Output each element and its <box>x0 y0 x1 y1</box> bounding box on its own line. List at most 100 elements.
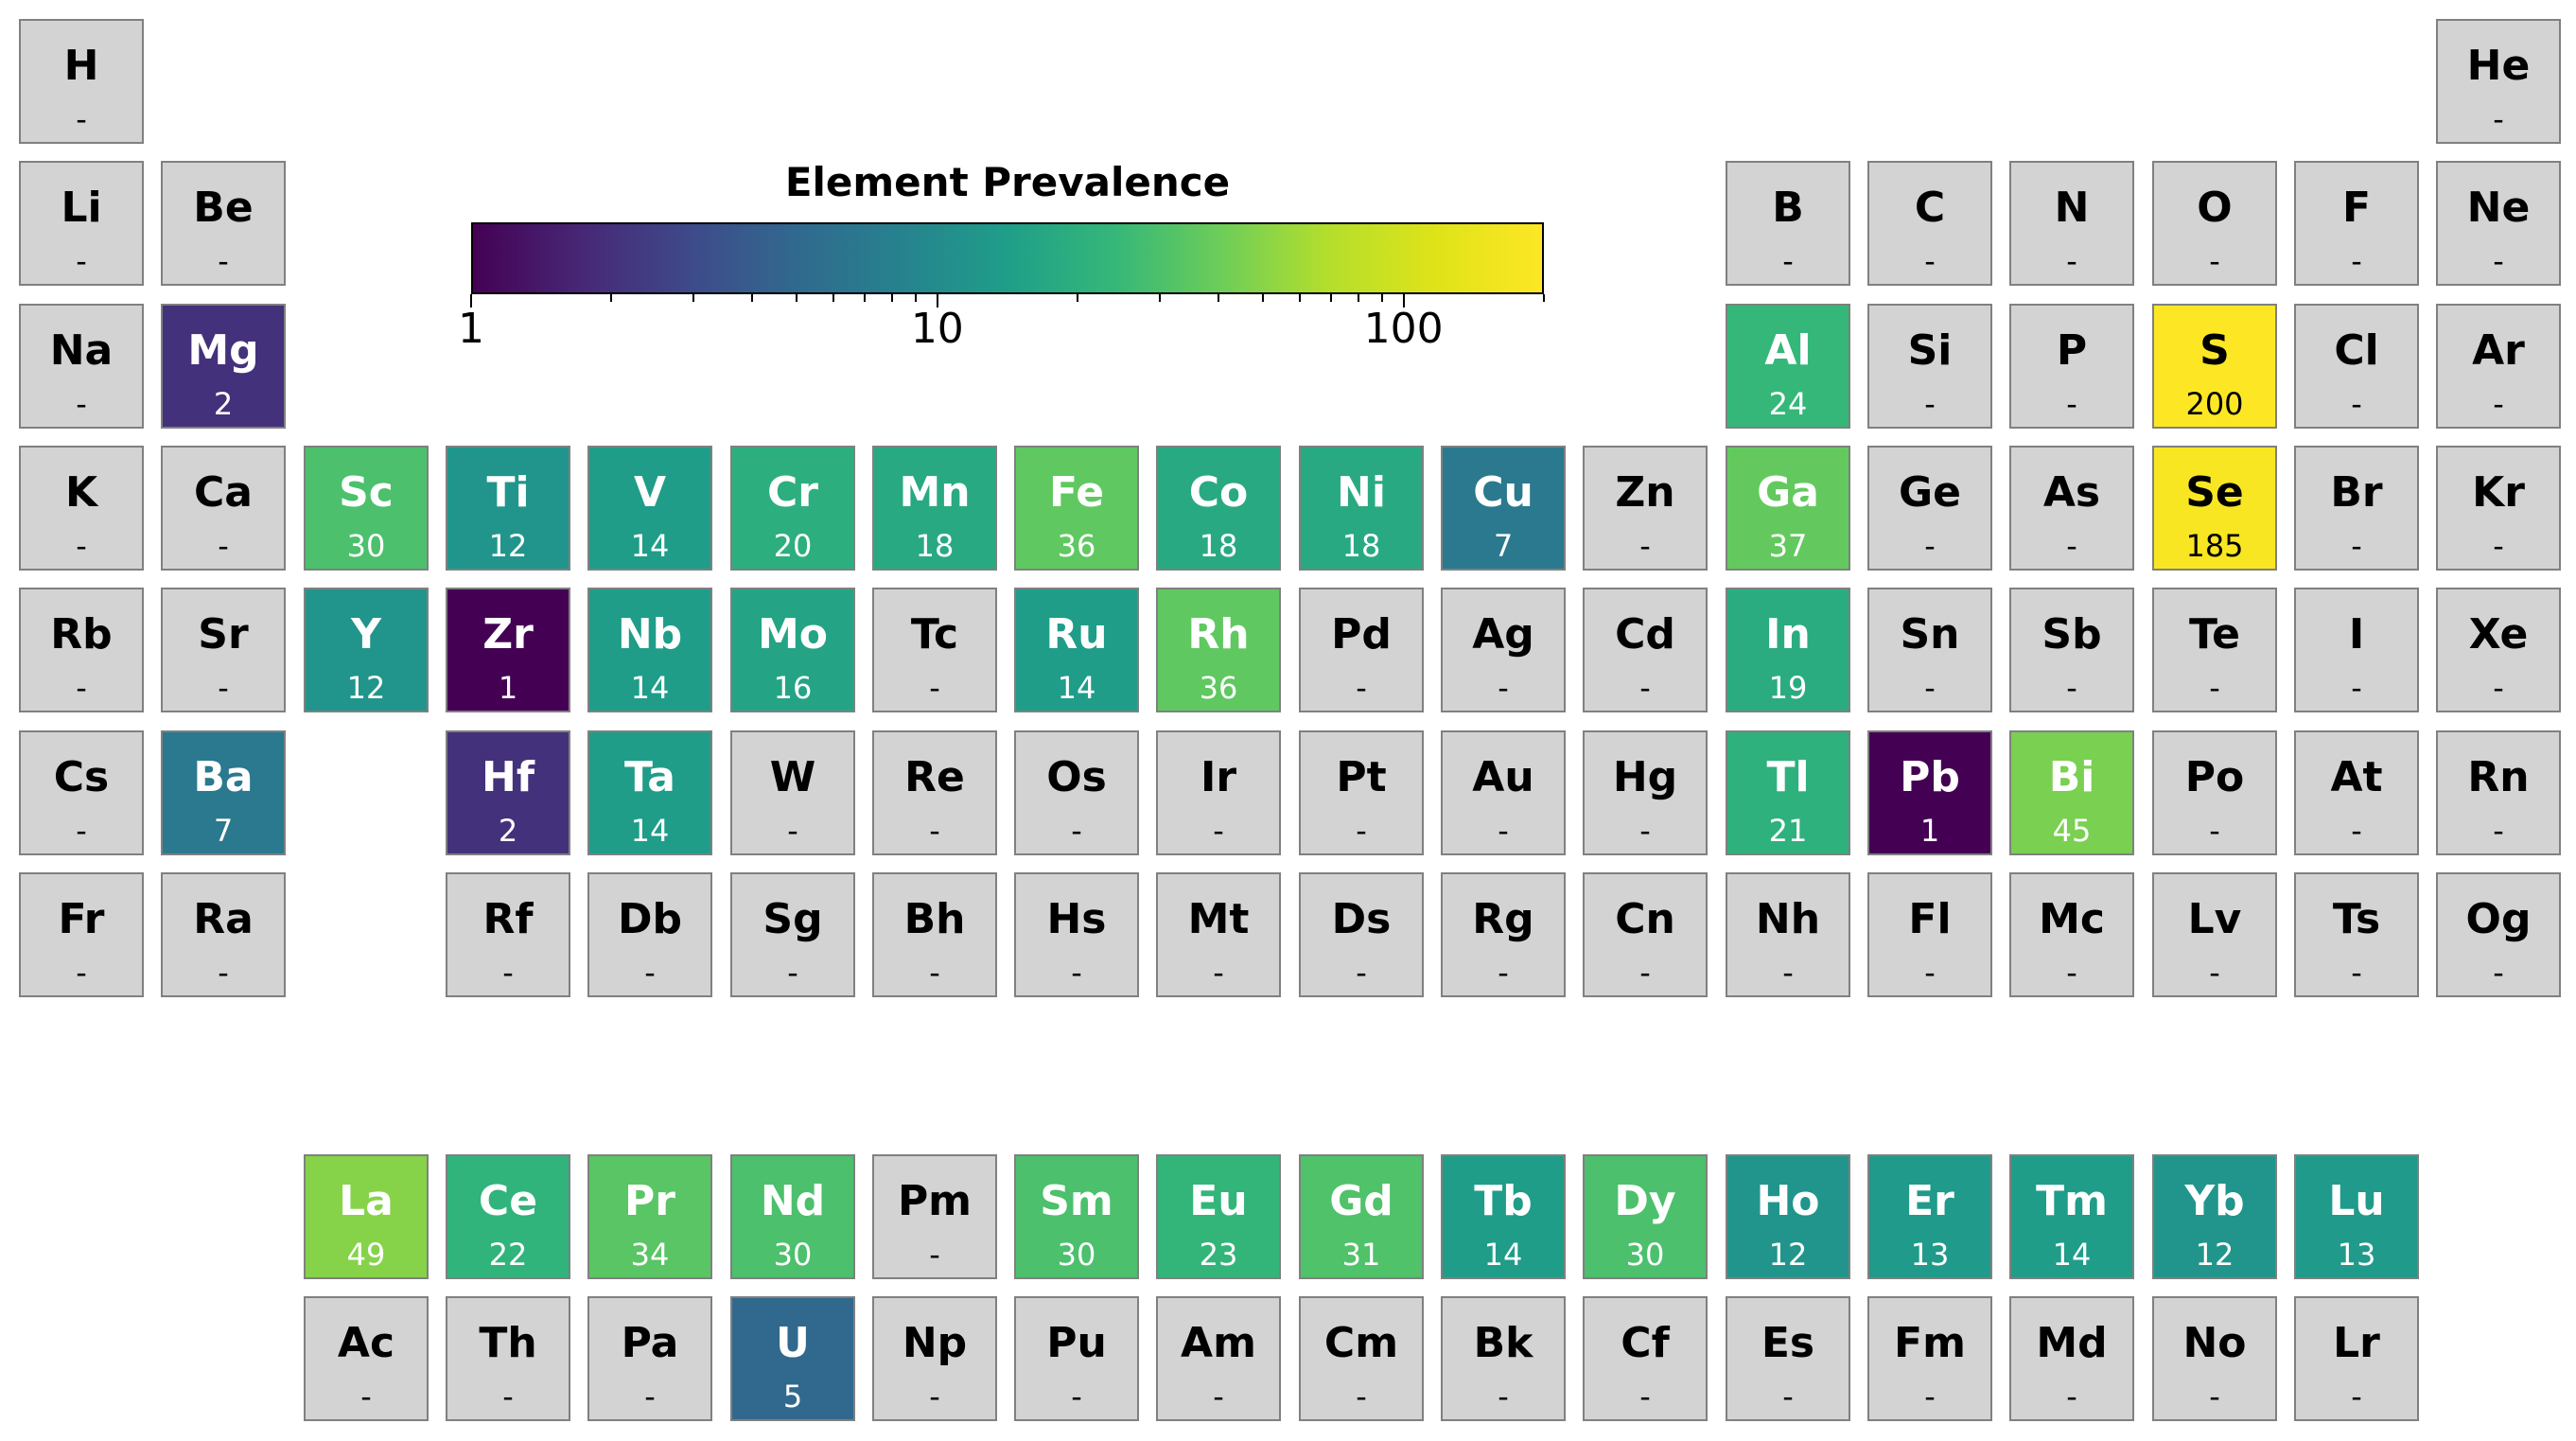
element-symbol: Rb <box>50 610 113 659</box>
element-cell-la: La 49 <box>304 1154 429 1279</box>
element-cell-pr: Pr 34 <box>587 1154 712 1279</box>
element-cell-pa: Pa - <box>587 1296 712 1421</box>
element-cell-se: Se 185 <box>2152 446 2277 571</box>
element-value: 14 <box>630 813 670 849</box>
element-value: - <box>1498 813 1509 849</box>
element-cell-pb: Pb 1 <box>1867 730 1992 855</box>
element-symbol: V <box>633 468 667 517</box>
element-cell-pm: Pm - <box>872 1154 997 1279</box>
element-symbol: Np <box>902 1319 968 1367</box>
element-symbol: At <box>2330 753 2383 801</box>
element-symbol: Pu <box>1046 1319 1107 1367</box>
element-cell-md: Md - <box>2009 1296 2134 1421</box>
element-symbol: Og <box>2465 895 2532 943</box>
colorbar-minor-tick <box>891 294 894 302</box>
element-symbol: Pb <box>1900 753 1960 801</box>
element-cell-bh: Bh - <box>872 872 997 997</box>
element-cell-ar: Ar - <box>2436 304 2561 429</box>
element-cell-c: C- <box>1867 161 1992 286</box>
element-cell-na: Na - <box>19 304 144 429</box>
element-value: 16 <box>773 670 813 706</box>
element-symbol: Pt <box>1336 753 1387 801</box>
element-symbol: Mo <box>757 610 828 659</box>
element-value: - <box>76 955 87 991</box>
element-symbol: Mc <box>2039 895 2105 943</box>
element-value: - <box>787 955 798 991</box>
element-cell-i: I- <box>2294 588 2419 712</box>
colorbar-minor-tick <box>1330 294 1333 302</box>
element-value: - <box>929 955 940 991</box>
element-value: - <box>2066 670 2077 706</box>
element-symbol: Mt <box>1187 895 1250 943</box>
element-value: 30 <box>773 1237 813 1273</box>
element-symbol: Cr <box>767 468 818 517</box>
colorbar-major-tick <box>470 294 472 308</box>
element-symbol: Te <box>2188 610 2240 659</box>
element-value: 12 <box>488 528 528 564</box>
element-value: - <box>1924 243 1936 279</box>
element-cell-ds: Ds - <box>1299 872 1424 997</box>
element-cell-tm: Tm 14 <box>2009 1154 2134 1279</box>
colorbar-minor-tick <box>832 294 835 302</box>
element-value: - <box>2351 1379 2362 1415</box>
element-cell-rn: Rn - <box>2436 730 2561 855</box>
element-value: - <box>929 670 940 706</box>
element-cell-rb: Rb - <box>19 588 144 712</box>
element-symbol: Am <box>1181 1319 1256 1367</box>
element-cell-in: In 19 <box>1726 588 1850 712</box>
element-cell-b: B- <box>1726 161 1850 286</box>
element-value: 14 <box>630 670 670 706</box>
element-symbol: Co <box>1188 468 1249 517</box>
element-value: - <box>929 1379 940 1415</box>
colorbar-minor-tick <box>1262 294 1265 302</box>
element-value: 45 <box>2052 813 2092 849</box>
element-symbol: Er <box>1905 1177 1954 1225</box>
element-value: - <box>2493 101 2504 137</box>
element-value: - <box>1924 386 1936 422</box>
element-value: 1 <box>1919 813 1940 849</box>
element-cell-ag: Ag - <box>1441 588 1566 712</box>
element-value: - <box>218 528 229 564</box>
element-symbol: Nd <box>760 1177 826 1225</box>
element-symbol: Ra <box>193 895 254 943</box>
element-value: 1 <box>498 670 518 706</box>
element-symbol: Gd <box>1329 1177 1393 1225</box>
element-value: 7 <box>213 813 234 849</box>
colorbar-minor-tick <box>915 294 918 302</box>
element-value: 5 <box>782 1379 803 1415</box>
element-symbol: Cs <box>53 753 110 801</box>
element-value: 2 <box>213 386 234 422</box>
element-cell-db: Db - <box>587 872 712 997</box>
element-cell-as: As - <box>2009 446 2134 571</box>
element-symbol: Se <box>2185 468 2244 517</box>
element-value: 13 <box>1910 1237 1950 1273</box>
element-cell-ho: Ho 12 <box>1726 1154 1850 1279</box>
element-symbol: Ne <box>2466 184 2531 232</box>
element-cell-cr: Cr 20 <box>730 446 855 571</box>
element-symbol: P <box>2056 326 2088 375</box>
element-value: - <box>1782 955 1794 991</box>
element-cell-th: Th - <box>446 1296 570 1421</box>
element-value: - <box>2209 1379 2220 1415</box>
element-cell-og: Og - <box>2436 872 2561 997</box>
element-value: - <box>2209 670 2220 706</box>
element-symbol: F <box>2341 184 2372 232</box>
colorbar-minor-tick <box>1381 294 1384 302</box>
element-symbol: Eu <box>1189 1177 1248 1225</box>
element-symbol: Ds <box>1331 895 1392 943</box>
element-value: 36 <box>1057 528 1096 564</box>
element-value: 22 <box>488 1237 528 1273</box>
element-cell-bk: Bk - <box>1441 1296 1566 1421</box>
colorbar-minor-tick <box>610 294 613 302</box>
element-cell-co: Co 18 <box>1156 446 1281 571</box>
element-symbol: Cu <box>1473 468 1533 517</box>
element-value: - <box>1071 1379 1082 1415</box>
element-cell-cl: Cl - <box>2294 304 2419 429</box>
element-cell-o: O- <box>2152 161 2277 286</box>
element-value: - <box>2066 528 2077 564</box>
element-symbol: Cd <box>1615 610 1675 659</box>
element-cell-lr: Lr - <box>2294 1296 2419 1421</box>
element-value: - <box>218 670 229 706</box>
element-value: 200 <box>2185 386 2244 422</box>
element-symbol: Pd <box>1331 610 1392 659</box>
